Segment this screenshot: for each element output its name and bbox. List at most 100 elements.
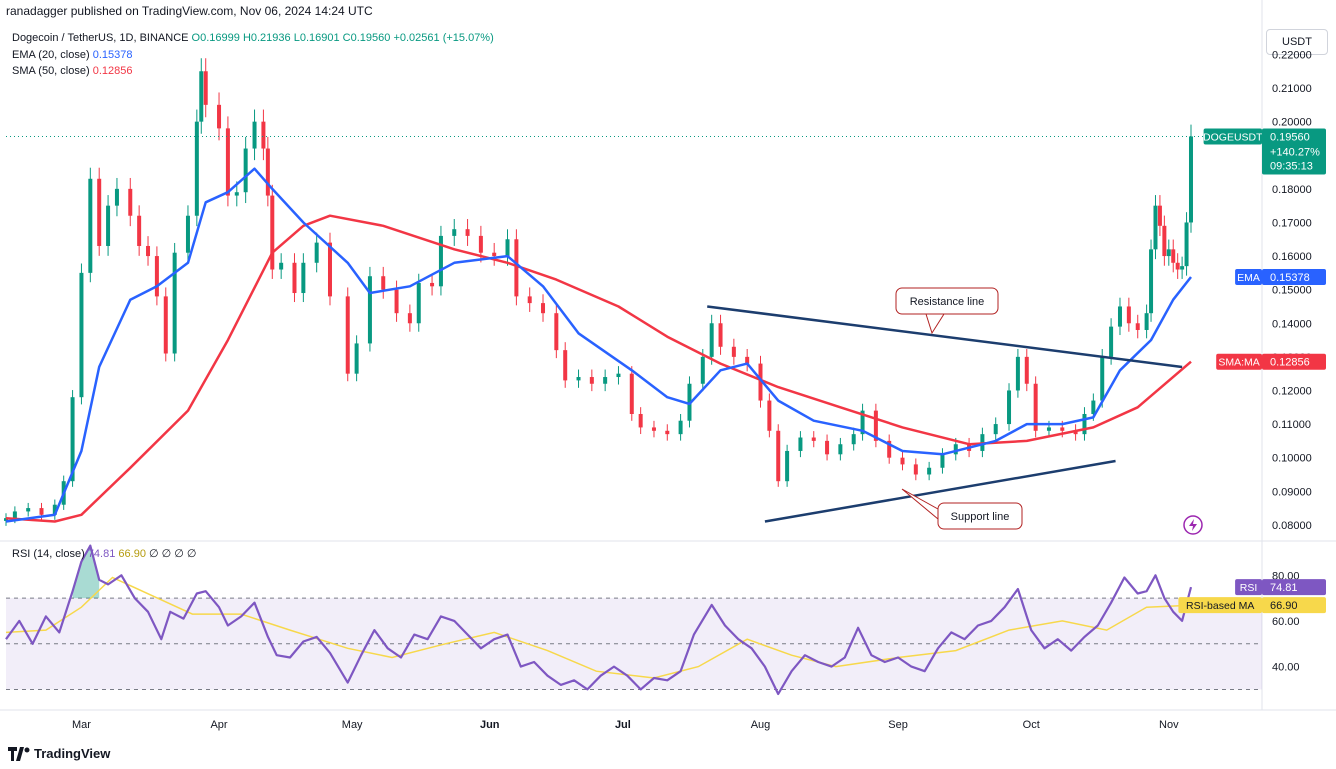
candle-body	[651, 427, 656, 431]
rsi-ma-price-tag-name: RSI-based MA	[1186, 600, 1254, 612]
candle-body	[887, 440, 892, 458]
candle-body	[279, 262, 284, 270]
candle-body	[616, 373, 621, 378]
tradingview-brand: TradingView	[34, 746, 111, 761]
candle-body	[873, 410, 878, 441]
candle-body	[381, 276, 386, 290]
doge-price-tag-extra-1: 09:35:13	[1270, 160, 1313, 172]
candle-body	[1153, 205, 1158, 250]
candle-body	[940, 454, 945, 468]
candle-body	[1060, 427, 1065, 431]
candle-body	[758, 363, 763, 401]
price-tick-label: 0.17000	[1272, 217, 1312, 229]
doge-price-tag-value-bg	[1262, 128, 1326, 175]
candle-body	[265, 148, 270, 196]
candle-body	[860, 410, 865, 435]
rsi-price-tag: RSI 74.81	[1235, 579, 1326, 596]
resistance-callout-label: Resistance line	[910, 296, 985, 308]
rsi-price-tag-name: RSI	[1240, 582, 1258, 594]
ema-legend-label[interactable]: EMA (20, close)	[12, 48, 90, 61]
ema-price-tag-name-bg	[1235, 268, 1262, 285]
candle-body	[163, 296, 168, 354]
candle-body	[194, 121, 199, 216]
ema-price-tag-value: 0.15378	[1270, 272, 1310, 284]
candle-body	[629, 373, 634, 414]
symbol-title[interactable]: Dogecoin / TetherUS, 1D, BINANCE	[12, 32, 189, 44]
candle-body	[394, 289, 399, 314]
candle-body	[70, 397, 75, 482]
candle-body	[1184, 222, 1189, 267]
candle-body	[452, 229, 457, 236]
support-callout-label: Support line	[951, 511, 1010, 523]
main-legend: Dogecoin / TetherUS, 1D, BINANCE O0.1699…	[12, 30, 494, 80]
candle-body	[1024, 356, 1029, 384]
rsi-ma-price-tag-value: 66.90	[1270, 600, 1298, 612]
sma-legend-value: 0.12856	[92, 65, 133, 77]
candle-body	[146, 245, 151, 257]
candle-body	[1109, 326, 1114, 357]
candle-body	[678, 420, 683, 435]
candle-body	[261, 121, 266, 149]
overlays: Resistance line Support line	[6, 135, 1262, 535]
candle-body	[1117, 306, 1122, 327]
sma-price-tag-value-bg	[1262, 353, 1326, 370]
candle-body	[638, 413, 643, 428]
rsi-legend: RSI (14, close) 74.81 66.90 ∅ ∅ ∅ ∅	[12, 547, 197, 560]
candle-body	[1046, 427, 1051, 431]
rsi-ma-price-tag-name-bg	[1178, 597, 1262, 614]
candle-body	[367, 276, 372, 344]
rsi-tick-label: 60.00	[1272, 616, 1300, 628]
currency-button[interactable]: USDT	[1266, 29, 1328, 55]
candle-body	[900, 457, 905, 465]
lightning-icon	[1183, 515, 1203, 535]
candle-body	[345, 296, 350, 374]
sma-price-tag: SMA:MA 0.12856	[1216, 353, 1326, 370]
axes: 0.220000.210000.200000.190000.180000.170…	[72, 49, 1312, 731]
candle-body	[97, 178, 102, 246]
candle-body	[563, 350, 568, 381]
price-tick-label: 0.09000	[1272, 486, 1312, 498]
time-tick-label: Jun	[480, 719, 500, 731]
rsi-legend-value: 74.81	[87, 548, 116, 560]
candle-body	[478, 235, 483, 253]
candle-body	[88, 178, 93, 273]
rsi-price-tag-value: 74.81	[1270, 582, 1298, 594]
candle-body	[79, 272, 84, 398]
sma50-line	[5, 214, 1192, 523]
ema-price-tag-value-bg	[1262, 268, 1326, 285]
doge-price-tag-extra-0: +140.27%	[1270, 146, 1320, 158]
ema-price-tag-name: EMA	[1237, 272, 1260, 284]
sma-legend-label[interactable]: SMA (50, close)	[12, 65, 90, 77]
time-tick-label: Mar	[72, 719, 91, 731]
doge-price-tag: DOGEUSDT 0.19560 +140.27% 09:35:13	[1203, 128, 1326, 175]
candle-body	[314, 242, 319, 263]
candle-body	[718, 323, 723, 347]
candle-body	[430, 282, 435, 287]
candle-body	[492, 252, 497, 257]
rsi-legend-label[interactable]: RSI (14, close)	[12, 548, 85, 560]
candle-body	[292, 262, 297, 294]
candle-body	[927, 467, 932, 475]
candle-body	[465, 229, 470, 236]
time-tick-label: Aug	[751, 719, 771, 731]
ohlc-close: C0.19560	[342, 32, 391, 44]
candle-body	[354, 343, 359, 374]
doge-price-tag-value: 0.19560	[1270, 131, 1310, 143]
candle-body	[554, 313, 559, 351]
candle-body	[700, 356, 705, 384]
tradingview-logo[interactable]: TradingView	[8, 746, 110, 761]
candle-body	[39, 508, 44, 515]
candle-body	[953, 444, 958, 455]
rsi-ma-price-tag-value-bg	[1262, 597, 1326, 614]
candle-body	[234, 192, 239, 196]
candle-body	[1144, 313, 1149, 330]
candle-body	[811, 437, 816, 441]
ohlc-high: H0.21936	[242, 32, 291, 44]
price-tick-label: 0.11000	[1272, 419, 1311, 431]
time-tick-label: Nov	[1159, 719, 1179, 731]
candle-body	[603, 377, 608, 384]
time-tick-label: Oct	[1023, 719, 1040, 731]
rsi-overbought-fill	[72, 545, 100, 599]
candle-body	[252, 121, 257, 149]
